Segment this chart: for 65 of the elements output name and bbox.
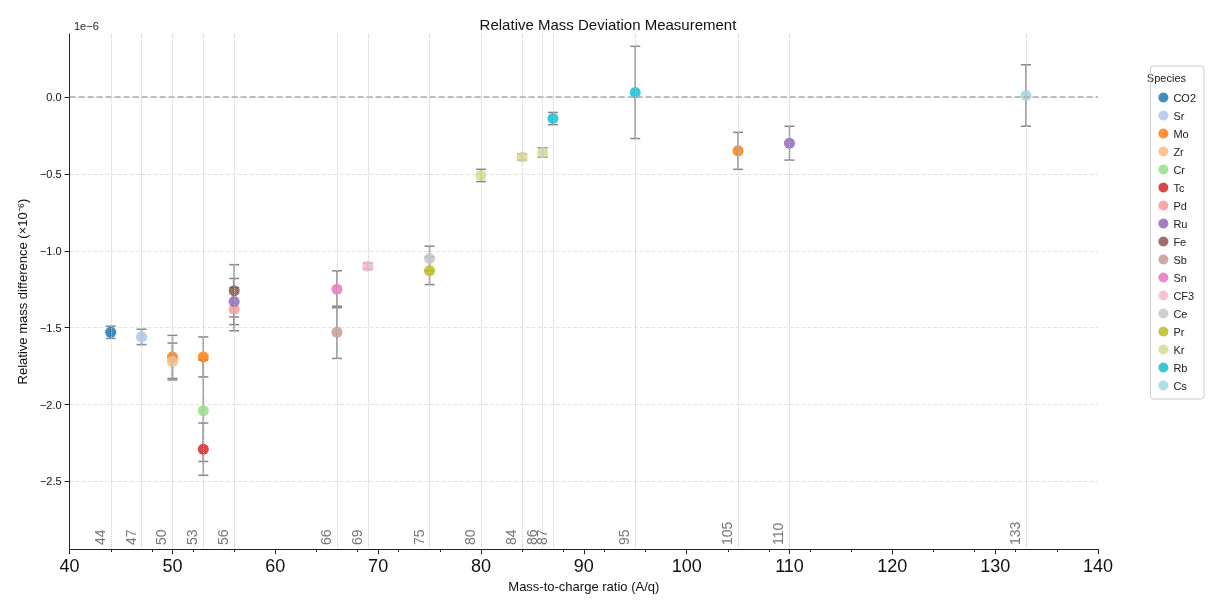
- ref-line-label: 53: [184, 529, 201, 546]
- point: [331, 283, 343, 295]
- x-tick-label: 50: [162, 556, 183, 577]
- legend-label: Ru: [1173, 217, 1188, 230]
- legend-title: Species: [1146, 71, 1187, 84]
- legend-label: Ce: [1173, 307, 1188, 320]
- point: [424, 265, 436, 277]
- ref-line-label: 44: [91, 529, 108, 546]
- ref-line-label: 47: [122, 529, 139, 546]
- point: [228, 285, 240, 297]
- x-tick-label: 100: [671, 556, 702, 577]
- point: [166, 356, 178, 368]
- legend-label: Cr: [1173, 163, 1186, 176]
- ref-line-label: 84: [503, 529, 520, 546]
- x-tick-label: 130: [980, 556, 1011, 577]
- point: [228, 296, 240, 308]
- ref-line-label: 133: [1007, 521, 1024, 546]
- point: [732, 145, 744, 157]
- ref-line-label: 80: [461, 529, 478, 546]
- text: 1e−6: [74, 19, 99, 32]
- legend-label: Sr: [1173, 109, 1185, 122]
- ref-line-label: 75: [410, 529, 427, 546]
- x-tick-label: 90: [573, 556, 594, 577]
- point: [424, 252, 436, 264]
- y-tick-label: −2.0: [39, 398, 62, 411]
- legend-label: Cs: [1173, 379, 1188, 392]
- x-tick-label: 70: [368, 556, 389, 577]
- point: [331, 326, 343, 338]
- legend-label: Zr: [1173, 145, 1185, 158]
- y-tick-label: −1.0: [39, 244, 62, 257]
- ref-line-label: 66: [318, 529, 334, 546]
- x-tick-label: 40: [59, 556, 80, 577]
- legend-label: Sb: [1173, 253, 1187, 266]
- x-tick-label: 120: [877, 556, 908, 577]
- ref-line-label: 105: [719, 521, 736, 546]
- y-tick-label: 0.0: [46, 91, 62, 104]
- y-tick-label: −1.5: [39, 321, 62, 334]
- legend-label: Mo: [1173, 127, 1189, 140]
- x-axis-title: Mass-to-charge ratio (A/q): [508, 579, 660, 594]
- legend-label: Sn: [1173, 271, 1187, 284]
- x-tick-label: 80: [470, 556, 491, 577]
- x-tick-label: 140: [1082, 556, 1114, 577]
- y-tick-label: −2.5: [39, 475, 62, 488]
- x-tick-label: 110: [775, 556, 804, 577]
- point: [197, 351, 209, 363]
- chart-title: Relative Mass Deviation Measurement: [479, 16, 738, 33]
- ref-line-label: 56: [215, 529, 232, 546]
- legend-label: Rb: [1173, 361, 1188, 374]
- y-axis-title: Relative mass difference (×10⁻⁶): [15, 198, 30, 385]
- legend-label: Pr: [1173, 325, 1185, 338]
- point: [197, 405, 209, 417]
- ref-line-label: 50: [153, 529, 170, 546]
- legend-label: Pd: [1173, 199, 1187, 212]
- ref-line-label: 95: [616, 529, 633, 546]
- legend-label: CF3: [1173, 289, 1195, 302]
- ref-line-label: 110: [770, 522, 787, 546]
- legend-label: Tc: [1173, 181, 1185, 194]
- legend-label: Fe: [1173, 235, 1187, 248]
- ref-line-label: 69: [348, 529, 365, 546]
- point: [784, 137, 795, 149]
- point: [197, 443, 209, 455]
- x-tick-label: 60: [265, 556, 286, 577]
- y-tick-label: −0.5: [39, 167, 62, 180]
- legend-label: CO2: [1173, 91, 1197, 104]
- legend-label: Kr: [1173, 343, 1185, 356]
